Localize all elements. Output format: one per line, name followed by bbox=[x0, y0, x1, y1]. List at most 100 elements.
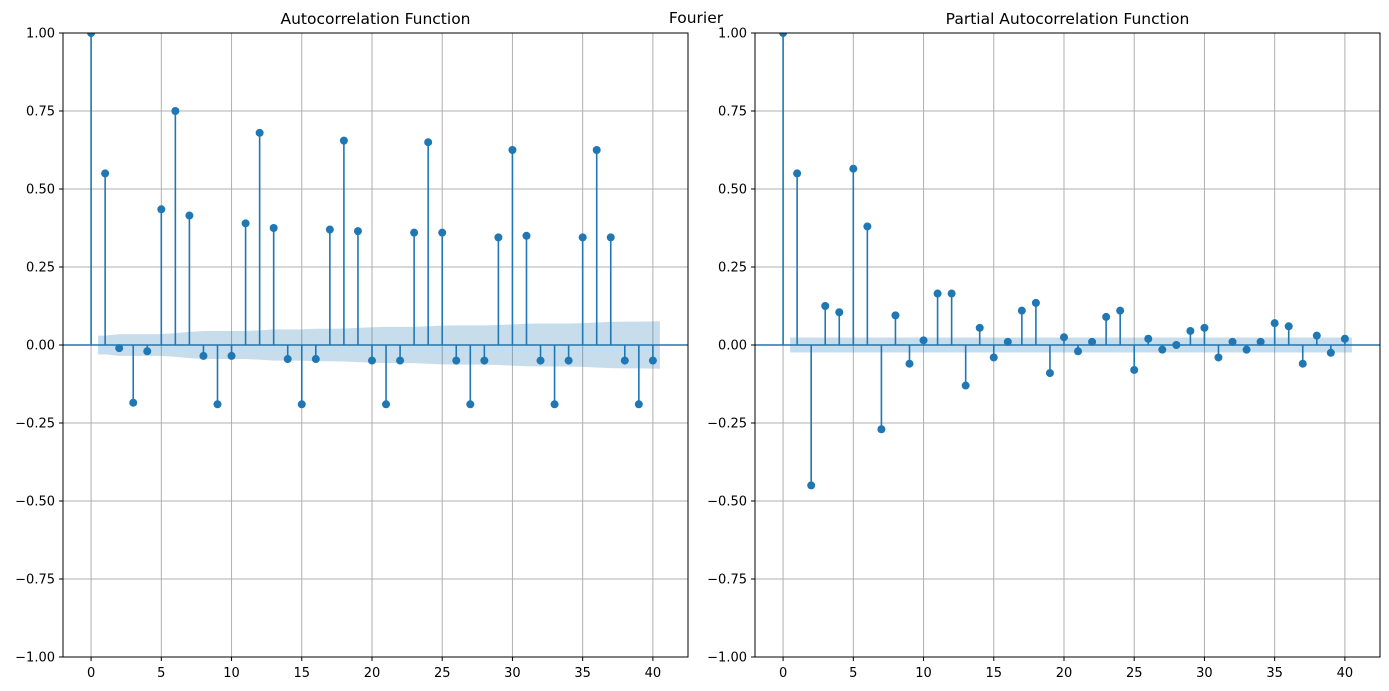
pacf-point-31 bbox=[1214, 353, 1223, 362]
pacf-point-7 bbox=[877, 425, 886, 434]
acf-point-13 bbox=[269, 224, 278, 232]
acf-point-31 bbox=[522, 231, 531, 240]
acf-point-3 bbox=[129, 398, 138, 407]
pacf-point-10 bbox=[919, 336, 928, 345]
acf-ytick-label: 0.00 bbox=[26, 339, 55, 354]
acf-point-33 bbox=[550, 400, 559, 409]
acf-point-20 bbox=[367, 356, 376, 365]
pacf-point-19 bbox=[1045, 369, 1054, 378]
acf-ytick-label: −0.50 bbox=[15, 495, 55, 510]
pacf-xtick-label: 25 bbox=[1126, 666, 1143, 681]
pacf-ytick-label: 0.25 bbox=[718, 261, 747, 276]
pacf-point-3 bbox=[821, 302, 830, 310]
pacf-ytick-label: 1.00 bbox=[718, 27, 747, 42]
acf-title: Autocorrelation Function bbox=[280, 10, 470, 28]
acf-point-29 bbox=[494, 233, 503, 242]
pacf-ytick-label: −0.25 bbox=[707, 417, 747, 432]
acf-xtick-label: 15 bbox=[293, 666, 310, 681]
pacf-point-4 bbox=[835, 308, 844, 317]
acf-point-0 bbox=[87, 33, 96, 37]
pacf-point-25 bbox=[1130, 365, 1139, 374]
acf-point-10 bbox=[227, 351, 236, 360]
acf-point-28 bbox=[480, 356, 489, 365]
pacf-xtick-label: 35 bbox=[1266, 666, 1283, 681]
acf-point-39 bbox=[634, 400, 643, 409]
pacf-point-17 bbox=[1017, 306, 1026, 315]
pacf-point-16 bbox=[1003, 337, 1012, 346]
pacf-point-22 bbox=[1088, 337, 1097, 346]
pacf-point-5 bbox=[849, 164, 858, 173]
acf-point-26 bbox=[452, 356, 461, 365]
pacf-point-37 bbox=[1298, 359, 1307, 368]
acf-point-37 bbox=[606, 233, 615, 242]
pacf-point-23 bbox=[1102, 312, 1111, 321]
pacf-point-9 bbox=[905, 359, 914, 368]
pacf-xtick-label: 40 bbox=[1337, 666, 1354, 681]
acf-ytick-label: 0.75 bbox=[26, 105, 55, 120]
pacf-ytick-label: 0.50 bbox=[718, 183, 747, 198]
pacf-point-34 bbox=[1256, 337, 1265, 346]
acf-point-5 bbox=[157, 205, 166, 214]
pacf-xtick-label: 20 bbox=[1056, 666, 1073, 681]
pacf-point-39 bbox=[1326, 348, 1335, 357]
pacf-point-21 bbox=[1074, 347, 1083, 356]
pacf-point-0 bbox=[779, 33, 788, 37]
pacf-point-11 bbox=[933, 289, 942, 298]
acf-point-34 bbox=[564, 356, 573, 365]
acf-point-25 bbox=[438, 228, 447, 237]
pacf-point-8 bbox=[891, 311, 900, 320]
pacf-point-12 bbox=[947, 289, 956, 298]
figure-suptitle: Fourier bbox=[669, 9, 724, 27]
acf-point-32 bbox=[536, 356, 545, 365]
acf-point-18 bbox=[339, 136, 348, 145]
pacf-stems bbox=[779, 33, 1349, 490]
acf-ytick-label: 0.25 bbox=[26, 261, 55, 276]
acf-point-30 bbox=[508, 146, 517, 154]
acf-ytick-label: −1.00 bbox=[15, 651, 55, 666]
acf-point-36 bbox=[592, 146, 601, 154]
acf-point-2 bbox=[115, 344, 124, 353]
acf-xtick-label: 5 bbox=[157, 666, 165, 681]
acf-xtick-label: 30 bbox=[504, 666, 521, 681]
pacf-xtick-label: 10 bbox=[915, 666, 932, 681]
pacf-title: Partial Autocorrelation Function bbox=[946, 10, 1190, 28]
pacf-panel: 0 5 10 15 20 25 30 35 40 −1.00 −0.75 −0.50 −0.25 0.00… bbox=[707, 10, 1381, 681]
pacf-point-20 bbox=[1059, 333, 1068, 342]
acf-point-11 bbox=[241, 219, 250, 228]
acf-point-4 bbox=[143, 347, 152, 356]
pacf-point-15 bbox=[989, 353, 998, 362]
pacf-point-33 bbox=[1242, 345, 1251, 354]
pacf-point-18 bbox=[1031, 298, 1040, 307]
acf-point-16 bbox=[311, 355, 320, 364]
acf-point-7 bbox=[185, 211, 194, 220]
pacf-point-1 bbox=[793, 169, 802, 178]
acf-point-19 bbox=[353, 227, 362, 236]
acf-point-12 bbox=[255, 128, 264, 137]
acf-point-38 bbox=[620, 356, 629, 365]
acf-point-8 bbox=[199, 351, 208, 360]
pacf-point-24 bbox=[1116, 306, 1125, 315]
acf-point-9 bbox=[213, 400, 222, 409]
pacf-point-26 bbox=[1144, 334, 1153, 343]
acf-point-27 bbox=[466, 400, 475, 409]
acf-xtick-label: 40 bbox=[645, 666, 662, 681]
pacf-point-38 bbox=[1312, 331, 1321, 340]
pacf-point-36 bbox=[1284, 322, 1293, 331]
pacf-ytick-label: −0.75 bbox=[707, 573, 747, 588]
pacf-point-13 bbox=[961, 381, 970, 390]
pacf-point-14 bbox=[975, 323, 984, 332]
acf-ytick-label: −0.75 bbox=[15, 573, 55, 588]
acf-panel: 0 5 10 15 20 25 30 35 40 −1.00 −0.75 −0.50 −0.25 0.00… bbox=[15, 10, 689, 681]
acf-point-21 bbox=[382, 400, 391, 409]
pacf-xtick-label: 15 bbox=[985, 666, 1002, 681]
acf-point-17 bbox=[325, 225, 334, 234]
acf-point-22 bbox=[396, 356, 405, 365]
pacf-point-32 bbox=[1228, 337, 1237, 346]
pacf-point-6 bbox=[863, 222, 872, 231]
pacf-point-28 bbox=[1172, 341, 1181, 349]
pacf-xtick-label: 0 bbox=[779, 666, 787, 681]
acf-point-35 bbox=[578, 233, 587, 242]
acf-point-15 bbox=[297, 400, 306, 409]
pacf-xtick-label: 5 bbox=[849, 666, 857, 681]
